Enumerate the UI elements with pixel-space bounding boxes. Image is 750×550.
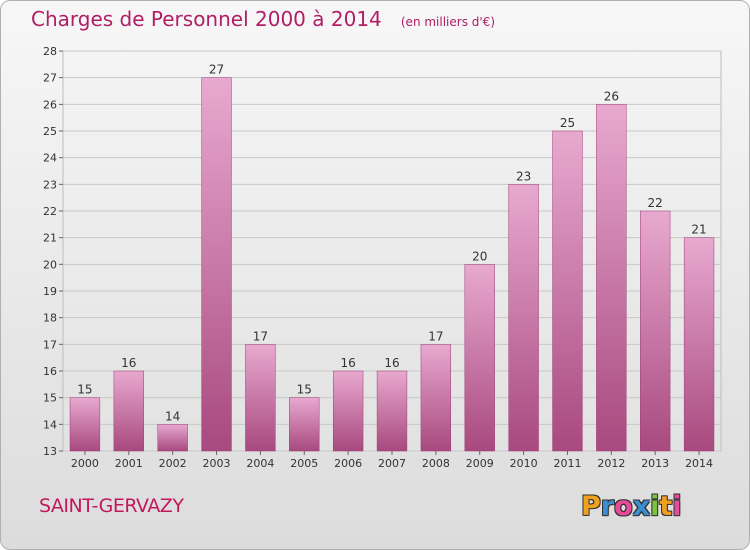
bar-2013 [640, 210, 671, 452]
bar-2003 [201, 77, 232, 452]
y-tick-label: 25 [43, 125, 57, 138]
chart-title: Charges de Personnel 2000 à 2014 [31, 7, 382, 31]
bar-2010 [508, 184, 539, 452]
logo-letter: P [581, 491, 601, 522]
y-tick-label: 15 [43, 392, 57, 405]
bar-2004 [245, 344, 276, 452]
bar-value-labels: 15 16 14 27 17 15 16 16 17 20 23 25 26 22 21 [77, 63, 706, 424]
y-tick-label: 24 [43, 152, 57, 165]
x-tick-label: 2006 [334, 457, 362, 470]
location-name: SAINT-GERVAZY [39, 495, 184, 517]
bar-value-label: 16 [384, 356, 399, 370]
bar-value-label: 27 [209, 63, 224, 77]
y-tick-label: 20 [43, 258, 57, 271]
bar-value-label: 15 [77, 383, 92, 397]
y-tick-label: 22 [43, 205, 57, 218]
logo-letter: o [614, 491, 633, 522]
y-tick-label: 13 [43, 445, 57, 458]
x-tick-label: 2007 [378, 457, 406, 470]
bar-2009 [464, 264, 495, 452]
proxiti-logo[interactable]: Proxiti [581, 491, 682, 522]
bars [69, 77, 715, 452]
bar-value-label: 17 [253, 329, 268, 343]
bar-2007 [376, 370, 408, 452]
x-tick-label: 2000 [71, 457, 99, 470]
bar-2011 [552, 130, 583, 452]
y-tick-label: 19 [43, 285, 57, 298]
bar-2006 [332, 370, 364, 452]
bar-2005 [289, 397, 320, 452]
logo-letter: r [600, 491, 615, 522]
y-tick-label: 28 [43, 45, 57, 58]
x-tick-label: 2005 [290, 457, 318, 470]
x-tick-label: 2008 [422, 457, 450, 470]
bar-value-label: 22 [648, 196, 663, 210]
bar-value-label: 14 [165, 409, 180, 423]
y-tick-label: 27 [43, 72, 57, 85]
bar-value-label: 16 [340, 356, 355, 370]
y-tick-label: 23 [43, 178, 57, 191]
bar-value-label: 25 [560, 116, 575, 130]
x-tick-label: 2013 [641, 457, 669, 470]
logo-letter: i [650, 491, 660, 522]
logo-letter: i [672, 491, 682, 522]
logo-letter: t [659, 491, 673, 522]
bar-2014 [683, 237, 715, 452]
x-axis: 2000 2001 2002 2003 2004 2005 2006 2007 2008 2009… [71, 451, 713, 470]
x-tick-label: 2002 [159, 457, 187, 470]
y-tick-label: 26 [43, 98, 57, 111]
x-tick-label: 2010 [510, 457, 538, 470]
y-axis: 13 14 15 16 17 18 19 20 21 22 23 24 25 26 27 28 [43, 45, 63, 458]
chart-subtitle: (en milliers d'€) [400, 15, 495, 29]
y-tick-label: 14 [43, 418, 57, 431]
bar-2000 [69, 397, 101, 452]
y-tick-label: 18 [43, 312, 57, 325]
logo-letter: x [632, 491, 651, 522]
bar-value-label: 26 [604, 89, 619, 103]
y-tick-label: 21 [43, 232, 57, 245]
y-tick-label: 16 [43, 365, 57, 378]
title-row: Charges de Personnel 2000 à 2014 (en mil… [31, 7, 495, 31]
x-tick-label: 2014 [685, 457, 713, 470]
x-tick-label: 2001 [115, 457, 143, 470]
bar-2001 [113, 370, 144, 452]
bar-2002 [157, 424, 188, 452]
bar-value-label: 15 [297, 383, 312, 397]
bar-2008 [420, 344, 452, 452]
bar-value-label: 17 [428, 329, 443, 343]
x-tick-label: 2003 [203, 457, 231, 470]
bar-value-label: 21 [691, 223, 706, 237]
bar-value-label: 23 [516, 169, 531, 183]
bar-2012 [596, 104, 627, 452]
y-tick-label: 17 [43, 338, 57, 351]
x-tick-label: 2004 [246, 457, 274, 470]
bar-value-label: 20 [472, 249, 487, 263]
bar-value-label: 16 [121, 356, 136, 370]
x-tick-label: 2012 [597, 457, 625, 470]
x-tick-label: 2009 [466, 457, 494, 470]
x-tick-label: 2011 [553, 457, 581, 470]
